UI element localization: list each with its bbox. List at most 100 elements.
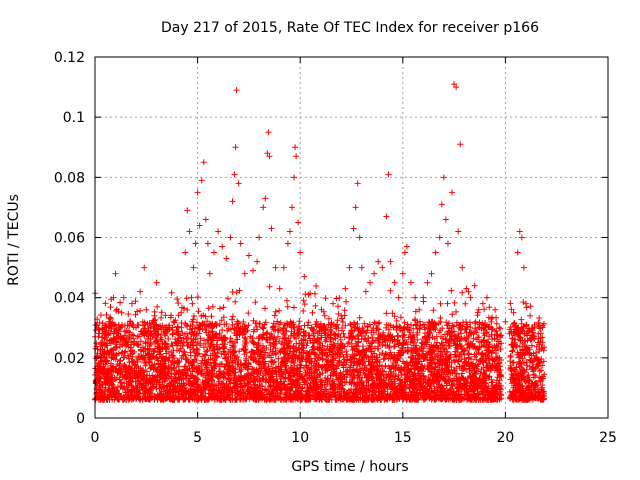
scatter-point (453, 84, 460, 91)
scatter-point (520, 264, 527, 271)
scatter-point (124, 366, 131, 373)
scatter-point (184, 207, 191, 214)
y-tick-label: 0.08 (54, 170, 85, 186)
y-tick-label: 0.12 (54, 50, 85, 66)
scatter-point (313, 318, 320, 325)
scatter-point (379, 264, 386, 271)
scatter-point (424, 279, 431, 286)
scatter-point (401, 249, 408, 256)
scatter-point (352, 204, 359, 211)
scatter-point (321, 312, 328, 319)
scatter-point (408, 279, 415, 286)
scatter-point (276, 285, 283, 292)
y-axis-label: ROTI / TECUs (6, 194, 22, 286)
scatter-point (188, 294, 195, 301)
scatter-point (174, 342, 181, 349)
scatter-point (200, 159, 207, 166)
scatter-point (190, 264, 197, 271)
chart-title: Day 217 of 2015, Rate Of TEC Index for r… (161, 20, 539, 36)
scatter-point (463, 285, 470, 292)
scatter-point (358, 264, 365, 271)
scatter-point (467, 294, 474, 301)
scatter-point (202, 216, 209, 223)
scatter-point (535, 330, 542, 337)
scatter-point (192, 240, 199, 247)
scatter-point (531, 324, 538, 331)
scatter-point (514, 249, 521, 256)
scatter-point (395, 294, 402, 301)
scatter-point (215, 228, 222, 235)
scatter-point (539, 339, 546, 346)
scatter-point (522, 300, 529, 307)
scatter-point (120, 294, 127, 301)
scatter-point (178, 309, 185, 316)
scatter-point (438, 201, 445, 208)
scatter-point (483, 294, 490, 301)
scatter-point (147, 330, 154, 337)
scatter-point (288, 204, 295, 211)
scatter-point (250, 267, 257, 274)
scatter-point (266, 153, 273, 160)
scatter-point (223, 255, 230, 262)
scatter-point (502, 318, 509, 325)
scatter-point (399, 270, 406, 277)
scatter-point (122, 339, 129, 346)
scatter-point (128, 300, 135, 307)
scatter-point (305, 291, 312, 298)
scatter-point (211, 249, 218, 256)
scatter-point (375, 258, 382, 265)
scatter-point (130, 348, 137, 355)
scatter-point (366, 279, 373, 286)
scatter-point (440, 174, 447, 181)
y-tick-label: 0.02 (54, 351, 85, 367)
scatter-point (387, 258, 394, 265)
scatter-point (291, 174, 298, 181)
scatter-point (496, 324, 503, 331)
scatter-point (112, 270, 119, 277)
scatter-point (237, 240, 244, 247)
axis-layer: 0 5 10 15 20 25 0 0.02 0.04 0.06 0.08 0.1 0.12 (54, 50, 617, 446)
y-tick-label: 0 (76, 411, 85, 427)
scatter-point (229, 198, 236, 205)
scatter-point (227, 234, 234, 241)
points-layer (94, 81, 546, 385)
scatter-point (330, 300, 337, 307)
scatter-point (157, 336, 164, 343)
scatter-point (338, 312, 345, 319)
scatter-point (428, 270, 435, 277)
y-tick-label: 0.06 (54, 231, 85, 247)
scatter-point (280, 264, 287, 271)
scatter-point (133, 324, 140, 331)
scatter-point (182, 249, 189, 256)
x-tick-label: 20 (496, 430, 514, 446)
scatter-point (510, 309, 517, 316)
scatter-point (451, 81, 458, 88)
scatter-point (385, 171, 392, 178)
y-tick-label: 0.1 (63, 110, 85, 126)
scatter-point (412, 294, 419, 301)
scatter-point (143, 306, 150, 313)
scatter-point (436, 234, 443, 241)
scatter-point (268, 225, 275, 232)
scatter-point (204, 240, 211, 247)
scatter-point (350, 225, 357, 232)
scatter-point (100, 369, 107, 376)
scatter-point (254, 258, 261, 265)
density-layer (92, 283, 548, 403)
scatter-point (219, 243, 226, 250)
scatter-point (455, 228, 462, 235)
scatter-point (516, 228, 523, 235)
scatter-point (391, 279, 398, 286)
scatter-point (479, 300, 486, 307)
scatter-point (371, 270, 378, 277)
scatter-point (141, 264, 148, 271)
scatter-point (264, 150, 271, 157)
scatter-point (161, 324, 168, 331)
scatter-point (444, 240, 451, 247)
scatter-point (471, 282, 478, 289)
scatter-point (118, 309, 125, 316)
x-tick-label: 10 (291, 430, 309, 446)
scatter-point (206, 270, 213, 277)
scatter-point (262, 195, 269, 202)
